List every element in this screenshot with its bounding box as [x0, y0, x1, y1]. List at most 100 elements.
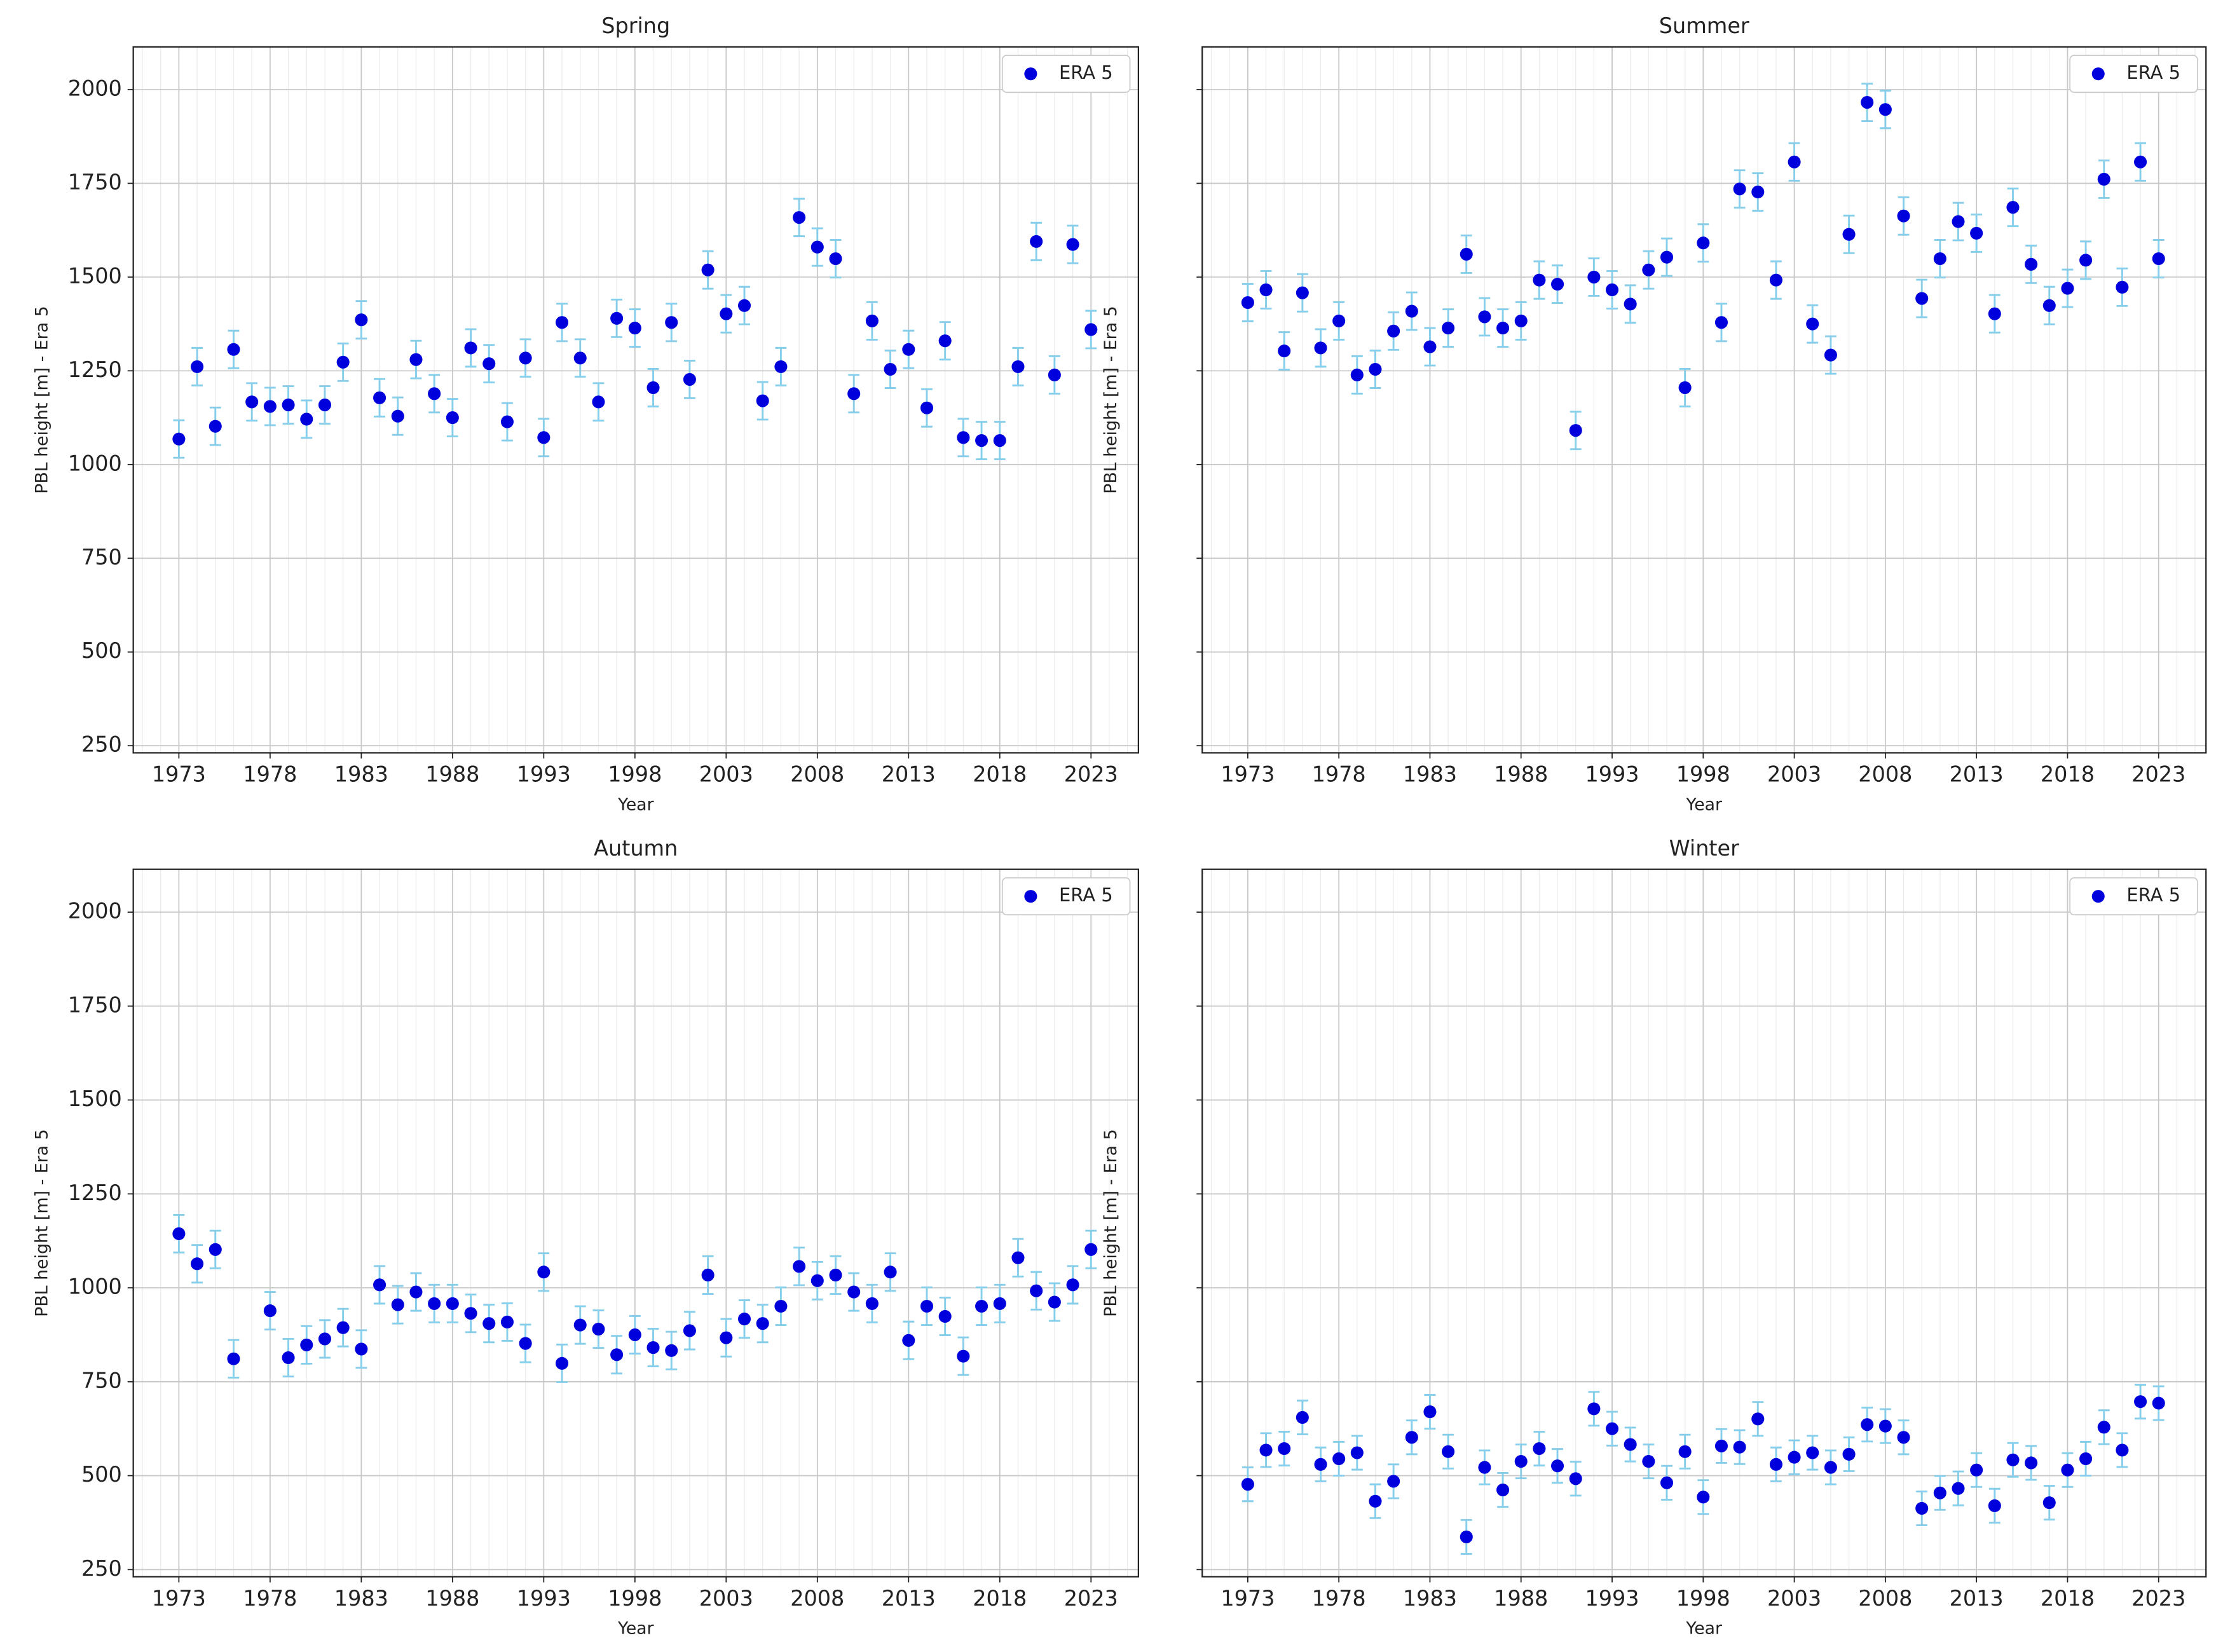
point: [1011, 1251, 1025, 1264]
point: [1084, 1243, 1098, 1256]
point: [884, 362, 897, 376]
x-tick-label: 1978: [243, 1586, 297, 1611]
point: [975, 434, 988, 447]
point: [1460, 1530, 1473, 1543]
point: [957, 1349, 970, 1363]
x-axis-label: Year: [617, 795, 654, 815]
x-tick-label: 1978: [243, 762, 297, 787]
point: [2025, 1456, 2038, 1470]
point: [1259, 283, 1273, 297]
point: [1624, 297, 1637, 311]
point: [355, 1342, 368, 1356]
point: [1478, 310, 1491, 324]
point: [756, 394, 769, 407]
point: [1332, 1452, 1346, 1466]
legend-marker: [2091, 67, 2105, 81]
point: [793, 1260, 806, 1273]
subplot: 1973 1978 1983 1988 1993 1998 2003 2008 2013 2018…: [1101, 836, 2207, 1639]
x-tick-label: 2003: [1767, 1586, 1821, 1611]
x-tick-label: 1983: [1403, 1586, 1457, 1611]
point: [355, 313, 368, 327]
point: [464, 1307, 477, 1320]
point: [1496, 322, 1510, 335]
point: [1861, 95, 1874, 109]
point: [902, 1334, 915, 1347]
x-tick-label: 2008: [1858, 1586, 1912, 1611]
legend: ERA 5: [2069, 55, 2198, 93]
point: [1405, 1431, 1418, 1444]
point: [1624, 1438, 1637, 1451]
point: [1278, 1442, 1291, 1456]
legend-label: ERA 5: [1059, 884, 1113, 906]
point: [1551, 278, 1564, 291]
plot-frame: [1201, 46, 2207, 754]
point: [428, 387, 441, 400]
point: [865, 1297, 879, 1310]
point: [2097, 172, 2110, 186]
point: [318, 398, 332, 412]
y-tick-label: 1750: [68, 992, 122, 1017]
point: [1733, 1440, 1746, 1454]
point: [1970, 1463, 1983, 1477]
x-tick-label: 2013: [882, 1586, 936, 1611]
point: [1514, 1455, 1528, 1468]
point: [774, 1299, 788, 1313]
x-tick-label: 2023: [1064, 762, 1118, 787]
point: [573, 352, 587, 365]
x-tick-label: 2023: [2131, 1586, 2185, 1611]
point: [1806, 317, 1819, 331]
point: [191, 1257, 204, 1271]
y-tick-label: 1250: [68, 357, 122, 382]
point: [884, 1266, 897, 1279]
y-tick-label: 1000: [68, 1274, 122, 1299]
point: [446, 1297, 459, 1310]
point: [263, 400, 277, 413]
x-tick-label: 2018: [973, 762, 1027, 787]
point: [592, 1323, 605, 1336]
point: [2006, 201, 2020, 214]
y-axis-label: PBL height [m] - Era 5: [32, 1129, 51, 1317]
point: [1642, 263, 1655, 276]
point: [373, 1278, 386, 1292]
point: [191, 360, 204, 373]
point: [482, 1317, 496, 1330]
point: [2079, 254, 2093, 267]
point: [701, 1268, 715, 1282]
point: [537, 431, 551, 444]
point: [282, 1351, 295, 1365]
point: [1423, 340, 1437, 353]
legend-label: ERA 5: [2126, 884, 2180, 906]
point: [446, 411, 459, 425]
point: [902, 343, 915, 356]
point: [1533, 273, 1546, 287]
point: [2116, 280, 2129, 294]
point: [1066, 1278, 1079, 1292]
point: [1533, 1442, 1546, 1456]
point: [1842, 1447, 1856, 1461]
point: [1514, 314, 1528, 327]
x-tick-label: 1988: [1494, 1586, 1548, 1611]
y-tick-label: 1500: [68, 1086, 122, 1111]
legend-box: [1001, 55, 1131, 93]
point: [1241, 1478, 1254, 1491]
point: [336, 355, 350, 369]
point: [592, 395, 605, 409]
point: [1569, 1472, 1582, 1485]
point: [500, 1315, 514, 1328]
point: [1806, 1446, 1819, 1459]
chart-title: Autumn: [594, 836, 678, 861]
point: [1423, 1405, 1437, 1419]
y-tick-label: 2000: [68, 76, 122, 100]
point: [2152, 252, 2165, 266]
x-tick-label: 2013: [1950, 762, 2004, 787]
point: [829, 1268, 842, 1282]
y-tick-label: 500: [81, 1462, 122, 1487]
point: [1915, 1501, 1929, 1515]
point: [920, 401, 934, 414]
point: [1733, 182, 1746, 196]
x-tick-label: 1988: [425, 1586, 479, 1611]
point: [665, 1344, 678, 1357]
x-tick-label: 2023: [1064, 1586, 1118, 1611]
point: [646, 1341, 660, 1355]
